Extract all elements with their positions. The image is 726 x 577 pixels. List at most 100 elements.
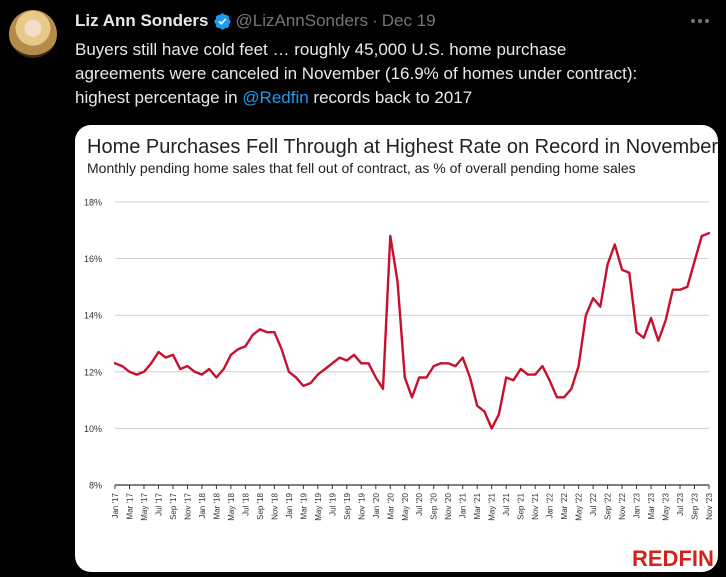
x-tick-label: Nov '21 (531, 492, 540, 519)
data-point (193, 370, 196, 373)
data-point (592, 297, 594, 300)
data-point (527, 373, 529, 376)
data-point (244, 345, 247, 348)
tweet-text: Buyers still have cold feet … roughly 45… (75, 38, 715, 110)
y-tick-label: 16% (84, 254, 102, 264)
data-point (432, 365, 435, 368)
x-tick-label: Mar '22 (560, 492, 569, 519)
y-tick-label: 14% (84, 311, 102, 321)
verified-badge-icon (213, 12, 231, 30)
data-point (693, 260, 696, 263)
data-point (650, 317, 652, 319)
data-point (606, 263, 609, 266)
x-tick-label: Jul '20 (415, 492, 424, 515)
x-tick-label: Nov '17 (183, 492, 192, 519)
data-point (577, 365, 580, 368)
data-point (563, 396, 566, 399)
separator-dot: · (372, 11, 378, 30)
x-tick-label: May '17 (140, 492, 149, 520)
data-point (121, 365, 124, 368)
x-tick-label: Sep '19 (343, 492, 352, 519)
data-point (338, 356, 341, 359)
chart-title: Home Purchases Fell Through at Highest R… (87, 136, 718, 158)
data-point (403, 376, 406, 379)
data-point (128, 370, 131, 373)
data-point (411, 396, 413, 399)
data-point (222, 368, 225, 370)
data-point (476, 404, 479, 407)
x-tick-label: Sep '22 (604, 492, 613, 519)
mention-link[interactable]: @Redfin (242, 88, 309, 107)
y-tick-label: 10% (84, 424, 102, 434)
data-point (584, 314, 587, 317)
x-tick-label: Jul '21 (502, 492, 511, 515)
data-point (316, 373, 319, 376)
data-point (469, 376, 471, 379)
x-tick-label: Jan '23 (633, 492, 642, 518)
redfin-logo: REDFIN (632, 546, 714, 571)
data-point (613, 243, 616, 246)
data-point (505, 376, 508, 379)
x-tick-label: Sep '18 (256, 492, 265, 519)
data-point (548, 379, 551, 382)
data-point (541, 365, 544, 368)
data-point (686, 286, 689, 288)
data-point (287, 370, 290, 373)
data-point (555, 396, 558, 399)
x-tick-label: Nov '19 (357, 492, 366, 519)
data-point (215, 376, 218, 379)
line-chart: 8% 10% 12% 14% 16% 18% Jan '17 Mar '17 May '17 Ju… (84, 198, 714, 521)
y-tick-label: 8% (89, 481, 102, 491)
series-line (113, 231, 711, 430)
data-point (172, 353, 174, 356)
data-point (266, 331, 269, 334)
data-point (461, 356, 464, 359)
x-tick-label: Jan '22 (546, 492, 555, 518)
x-tick-label: Jul '22 (589, 492, 598, 515)
data-point (396, 280, 399, 283)
x-tick-label: Nov '22 (618, 492, 627, 519)
x-tick-label: Jan '18 (198, 492, 207, 518)
x-tick-label: May '19 (314, 492, 323, 520)
y-tick-label: 12% (84, 367, 102, 377)
data-point (447, 362, 450, 365)
data-point (331, 362, 334, 365)
x-tick-label: Sep '20 (430, 492, 439, 519)
data-point (345, 359, 348, 362)
x-tick-label: Mar '19 (299, 492, 308, 519)
x-tick-label: Jul '17 (154, 492, 163, 515)
data-point (324, 368, 326, 370)
data-point (534, 373, 537, 376)
tweet-text-line: Buyers still have cold feet … roughly 45… (75, 40, 567, 59)
data-point (425, 376, 428, 379)
more-options-icon[interactable] (689, 10, 711, 32)
chart-image-card[interactable]: Home Purchases Fell Through at Highest R… (75, 125, 718, 572)
x-tick-label: Jan '20 (372, 492, 381, 518)
data-point (599, 305, 602, 308)
x-tick-label: May '21 (488, 492, 497, 520)
x-tick-label: Jul '19 (328, 492, 337, 515)
avatar[interactable] (9, 10, 57, 58)
data-point (295, 376, 297, 379)
data-point (389, 235, 392, 237)
data-point (483, 410, 486, 413)
tweet-text-fragment: records back to 2017 (308, 88, 473, 107)
data-point (353, 353, 355, 356)
data-point (374, 376, 377, 379)
x-tick-label: Jan '21 (459, 492, 468, 518)
data-point (512, 379, 515, 382)
author-handle[interactable]: @LizAnnSonders (235, 11, 369, 30)
x-tick-label: Jan '17 (111, 492, 120, 518)
data-point (201, 373, 203, 376)
data-point (635, 331, 638, 334)
author-name[interactable]: Liz Ann Sonders (75, 11, 209, 30)
tweet-date[interactable]: Dec 19 (381, 11, 436, 30)
x-tick-label: Mar '18 (212, 492, 221, 519)
x-tick-label: Jul '23 (676, 492, 685, 515)
data-point (150, 362, 153, 365)
data-point (519, 368, 522, 370)
x-tick-label: Sep '21 (517, 492, 526, 519)
x-tick-label: Jan '19 (285, 492, 294, 518)
x-tick-label: Sep '17 (169, 492, 178, 519)
data-point (186, 365, 189, 368)
